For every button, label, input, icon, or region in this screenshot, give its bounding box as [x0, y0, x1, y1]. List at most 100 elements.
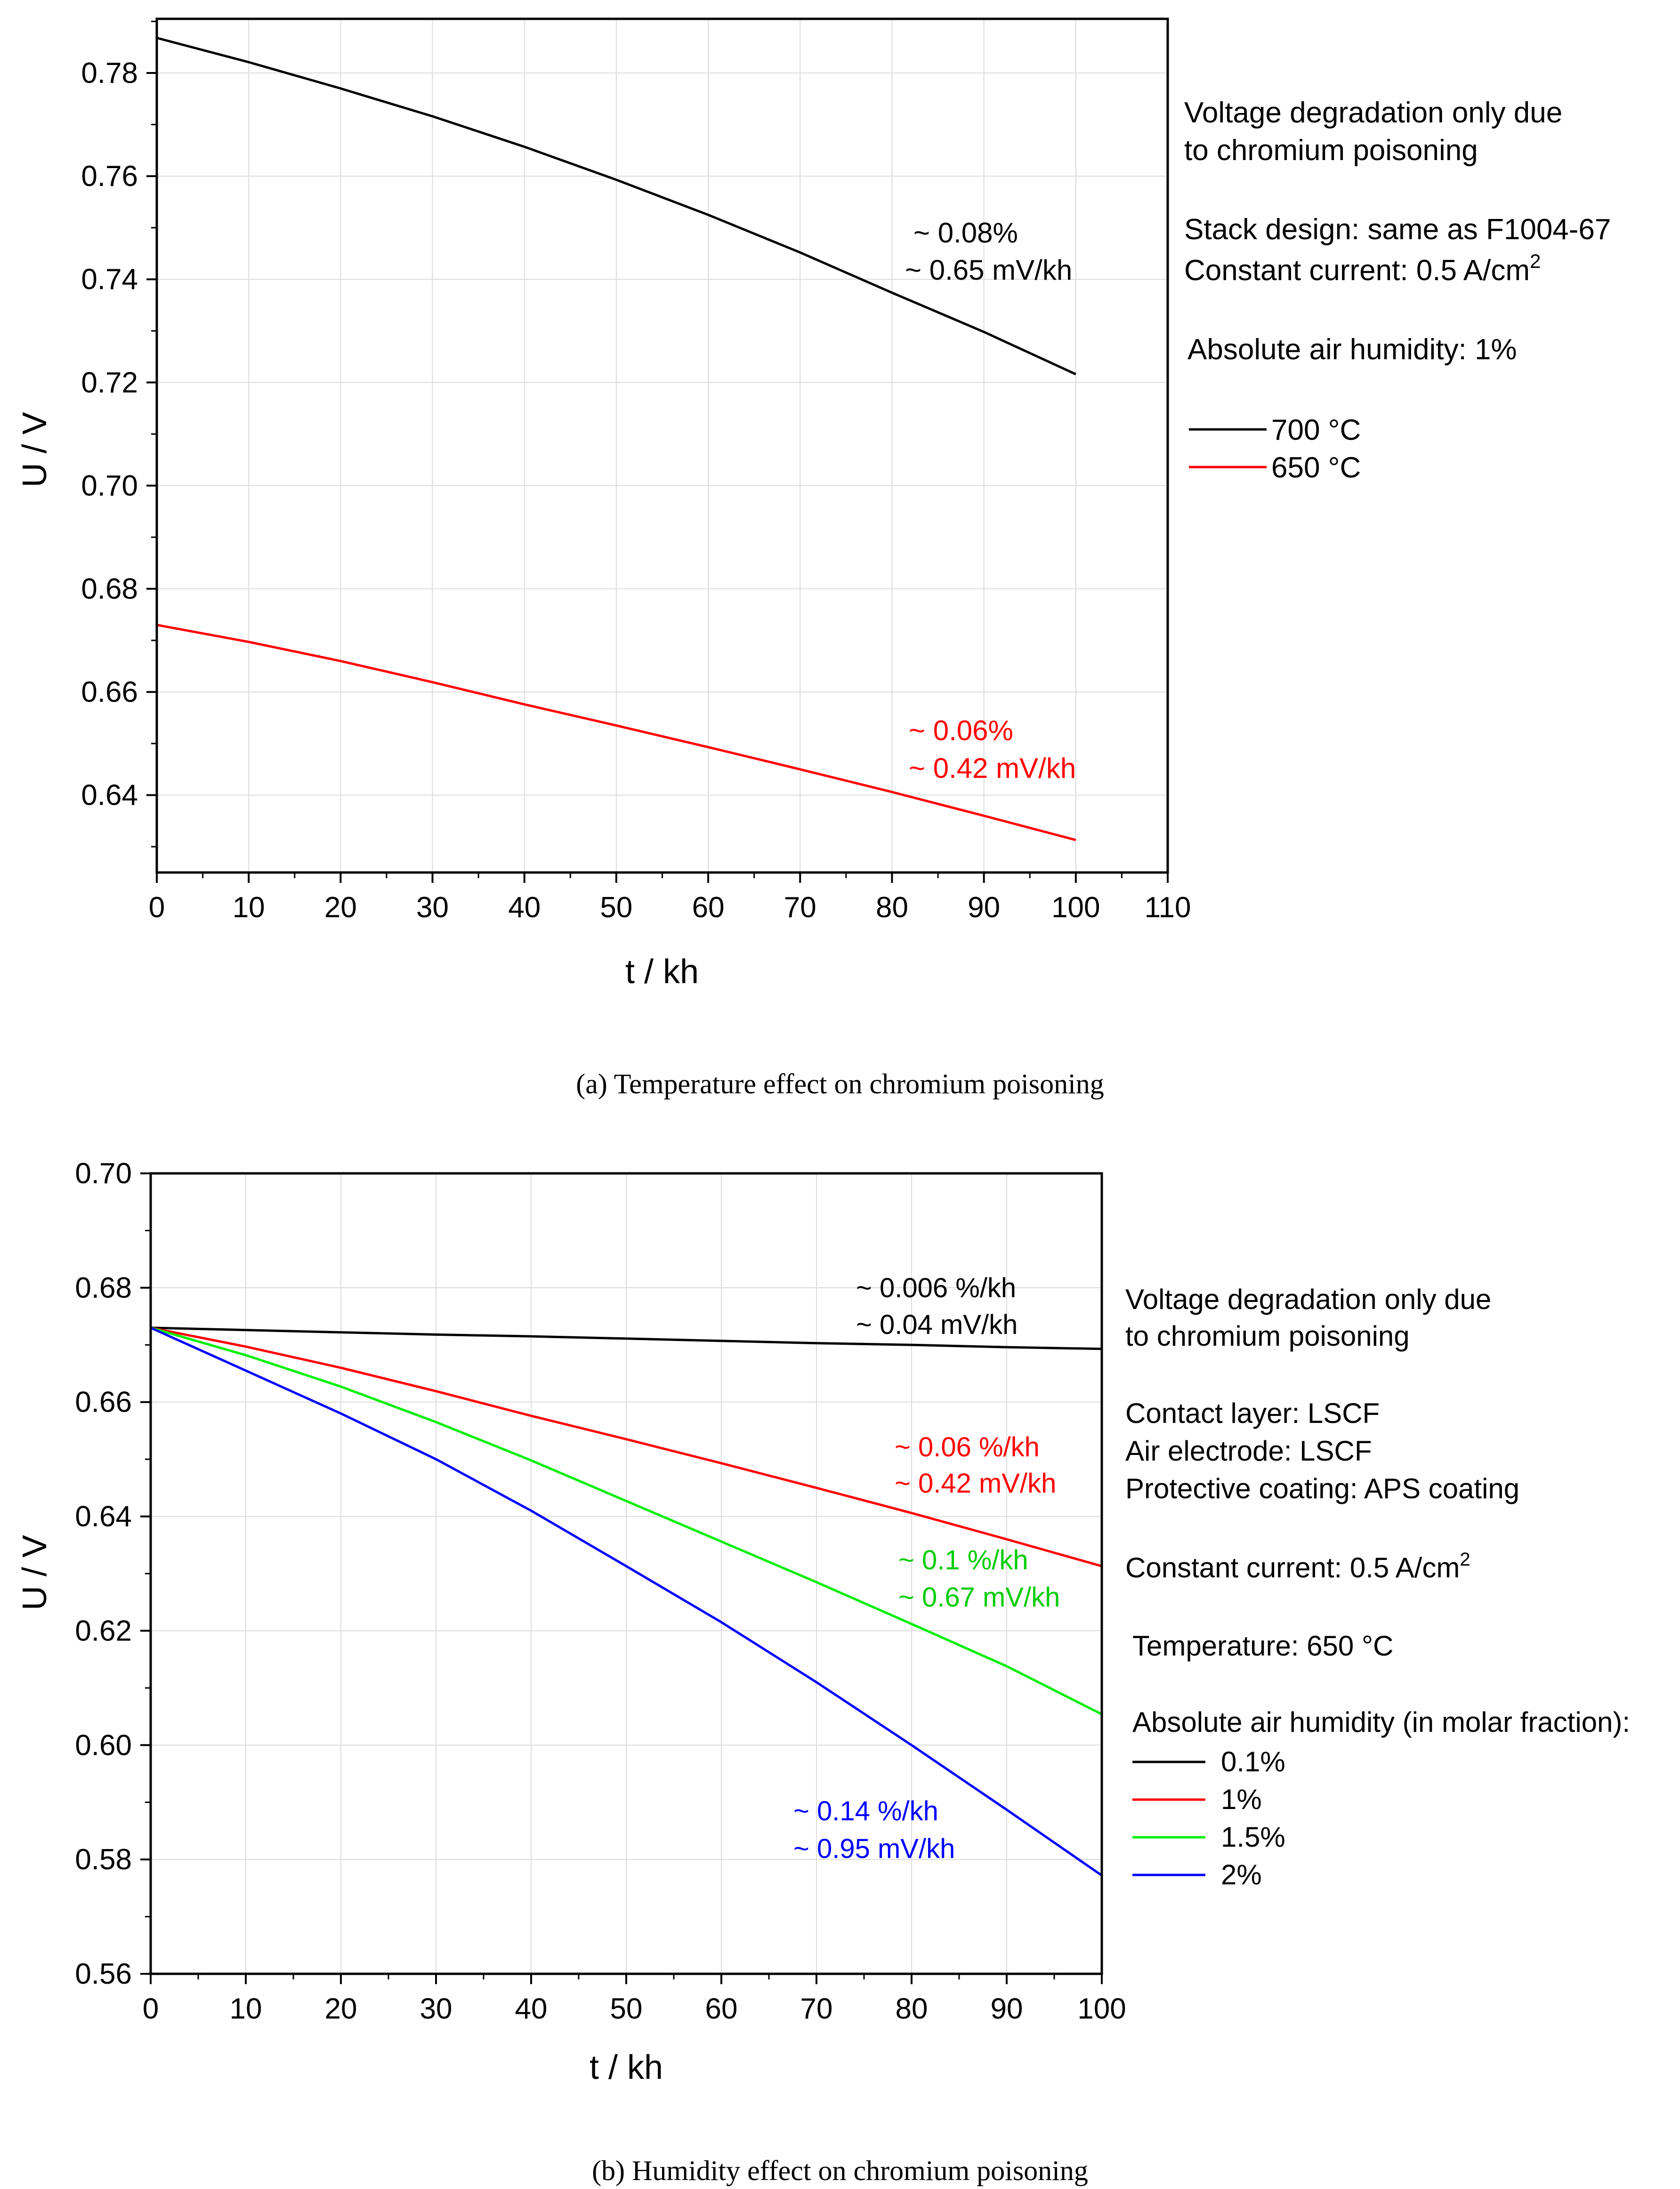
chart-b-y-tick-label: 0.62: [75, 1615, 132, 1647]
chart-b-annotation-2-percent: ~ 0.14 %/kh: [793, 1796, 938, 1826]
chart-b-x-tick-label: 0: [143, 1993, 159, 2025]
chart-b: 0 10 20 30 40 50 60 70 80 90 100 0.56 0.58 0.60 0.62 0.…: [16, 1157, 1630, 2186]
chart-b-series-line-2: [150, 1326, 1103, 1715]
chart-a-note-line-2: to chromium poisoning: [1184, 134, 1478, 167]
chart-b-caption: (b) Humidity effect on chromium poisonin…: [592, 2155, 1088, 2186]
chart-a-x-tick-label: 90: [968, 891, 1000, 924]
chart-b-annotation-01-percent: ~ 0.006 %/kh: [856, 1273, 1016, 1303]
chart-b-series: [150, 1326, 1103, 1877]
chart-a-y-tick-label: 0.74: [81, 263, 138, 296]
chart-b-x-tick-label: 100: [1077, 1993, 1126, 2025]
chart-b-x-tick-label: 40: [515, 1993, 548, 2025]
chart-a-grid: [157, 19, 1168, 872]
chart-b-legend-label-01: 0.1%: [1221, 1746, 1285, 1777]
chart-a-x-tick-label: 10: [233, 891, 265, 924]
chart-b-x-axis-label: t / kh: [590, 2049, 663, 2086]
chart-b-note-air-electrode: Air electrode: LSCF: [1125, 1435, 1372, 1467]
chart-a-x-tick-label: 80: [876, 891, 908, 924]
chart-a-caption: (a) Temperature effect on chromium poiso…: [576, 1068, 1104, 1099]
chart-a-annotation-650-percent: ~ 0.06%: [909, 715, 1013, 746]
chart-b-note-line-2: to chromium poisoning: [1125, 1320, 1410, 1352]
chart-b-legend-title: Absolute air humidity (in molar fraction…: [1132, 1706, 1630, 1738]
chart-b-x-tick-label: 80: [896, 1993, 928, 2025]
chart-b-y-tick-label: 0.66: [75, 1386, 132, 1419]
chart-a-x-tick-label: 40: [508, 891, 541, 924]
chart-a-legend-label-700: 700 °C: [1271, 414, 1361, 446]
chart-a-ticks: [146, 20, 1169, 883]
chart-b-legend-label-15: 1.5%: [1221, 1821, 1285, 1853]
chart-b-annotation-2-rate: ~ 0.95 mV/kh: [793, 1834, 955, 1864]
chart-a: 0 10 20 30 40 50 60 70 80 90 100 110 0.64 0.66 0.68 0.7…: [16, 17, 1611, 1099]
chart-a-series-line-0: [156, 37, 1076, 376]
chart-a-y-tick-label: 0.68: [81, 573, 138, 605]
chart-a-y-tick-label: 0.78: [81, 57, 138, 89]
chart-a-y-tick-label: 0.72: [81, 366, 138, 399]
chart-a-annotation-700-percent: ~ 0.08%: [913, 217, 1018, 249]
chart-b-series-line-0: [150, 1326, 1102, 1350]
chart-b-x-tick-label: 10: [230, 1993, 262, 2025]
chart-a-x-tick-label: 30: [416, 891, 449, 924]
chart-b-annotation-15-percent: ~ 0.1 %/kh: [898, 1545, 1028, 1575]
chart-a-series-line-1: [156, 623, 1076, 841]
chart-b-grid: [151, 1173, 1102, 1974]
chart-b-note-current-text: Constant current: 0.5 A/cm: [1125, 1552, 1460, 1583]
chart-b-x-tick-label: 60: [705, 1993, 738, 2025]
chart-a-plot-frame: [155, 17, 1169, 874]
chart-a-note-line-1: Voltage degradation only due: [1184, 97, 1562, 129]
chart-b-x-tick-label: 50: [610, 1993, 643, 2025]
chart-a-x-tick-label: 50: [600, 891, 632, 924]
chart-b-y-tick-label: 0.56: [75, 1958, 132, 1990]
chart-a-note-current-text: Constant current: 0.5 A/cm: [1184, 254, 1530, 287]
chart-a-x-tick-label: 0: [149, 891, 165, 924]
chart-a-y-tick-label: 0.64: [81, 779, 138, 812]
chart-a-y-tick-label: 0.66: [81, 676, 138, 709]
chart-b-series-line-1: [150, 1326, 1102, 1567]
chart-b-y-tick-label: 0.68: [75, 1272, 132, 1304]
chart-a-x-tick-label: 100: [1051, 891, 1100, 924]
chart-a-x-tick-label: 110: [1145, 891, 1191, 924]
chart-b-y-tick-label: 0.60: [75, 1729, 132, 1761]
chart-a-annotation-700-rate: ~ 0.65 mV/kh: [905, 254, 1072, 286]
chart-a-series: [156, 37, 1076, 841]
chart-b-note-line-1: Voltage degradation only due: [1125, 1284, 1491, 1315]
chart-a-x-tick-label: 20: [324, 891, 357, 924]
chart-b-y-axis-label: U / V: [16, 1535, 54, 1610]
chart-a-note-current-superscript: 2: [1530, 250, 1541, 272]
chart-b-annotation-1-rate: ~ 0.42 mV/kh: [895, 1468, 1056, 1499]
chart-a-y-tick-label: 0.70: [81, 469, 138, 502]
chart-b-annotation-01-rate: ~ 0.04 mV/kh: [856, 1309, 1018, 1340]
chart-a-x-tick-label: 60: [692, 891, 725, 924]
chart-b-legend-label-2: 2%: [1221, 1859, 1262, 1890]
chart-a-note-current: Constant current: 0.5 A/cm2: [1184, 250, 1541, 287]
chart-a-note-humidity: Absolute air humidity: 1%: [1187, 333, 1517, 366]
chart-b-x-tick-label: 30: [420, 1993, 452, 2025]
chart-a-y-axis-label: U / V: [16, 412, 54, 487]
chart-b-series-line-3: [150, 1326, 1103, 1877]
chart-b-note-coating: Protective coating: APS coating: [1125, 1473, 1519, 1504]
chart-b-y-tick-label: 0.64: [75, 1501, 132, 1533]
chart-b-x-tick-label: 90: [991, 1993, 1023, 2025]
chart-a-x-axis-label: t / kh: [625, 953, 699, 991]
chart-b-ticks: [140, 1172, 1103, 1984]
chart-b-annotation-1-percent: ~ 0.06 %/kh: [895, 1432, 1040, 1462]
chart-b-x-tick-label: 20: [325, 1993, 357, 2025]
chart-b-legend-label-1: 1%: [1221, 1784, 1262, 1815]
chart-b-y-tick-label: 0.58: [75, 1843, 132, 1876]
chart-a-y-tick-label: 0.76: [81, 160, 138, 193]
chart-b-annotation-15-rate: ~ 0.67 mV/kh: [898, 1582, 1060, 1613]
chart-b-note-temperature: Temperature: 650 °C: [1132, 1630, 1393, 1662]
chart-a-note-stack-design: Stack design: same as F1004-67: [1184, 213, 1611, 246]
chart-b-note-current-superscript: 2: [1460, 1549, 1470, 1570]
chart-b-y-tick-label: 0.70: [75, 1157, 132, 1190]
chart-a-tick-labels: 0 10 20 30 40 50 60 70 80 90 100 110 0.64 0.66 0.68 0.7…: [81, 57, 1191, 924]
chart-b-plot-frame: [149, 1172, 1103, 1975]
chart-a-annotation-650-rate: ~ 0.42 mV/kh: [909, 752, 1076, 784]
chart-b-note-contact-layer: Contact layer: LSCF: [1125, 1397, 1380, 1429]
chart-a-x-tick-label: 70: [784, 891, 816, 924]
chart-a-legend-label-650: 650 °C: [1271, 452, 1361, 484]
chart-b-tick-labels: 0 10 20 30 40 50 60 70 80 90 100 0.56 0.58 0.60 0.62 0.…: [75, 1157, 1126, 2025]
chart-b-note-current: Constant current: 0.5 A/cm2: [1125, 1549, 1470, 1583]
chart-b-x-tick-label: 70: [800, 1993, 833, 2025]
